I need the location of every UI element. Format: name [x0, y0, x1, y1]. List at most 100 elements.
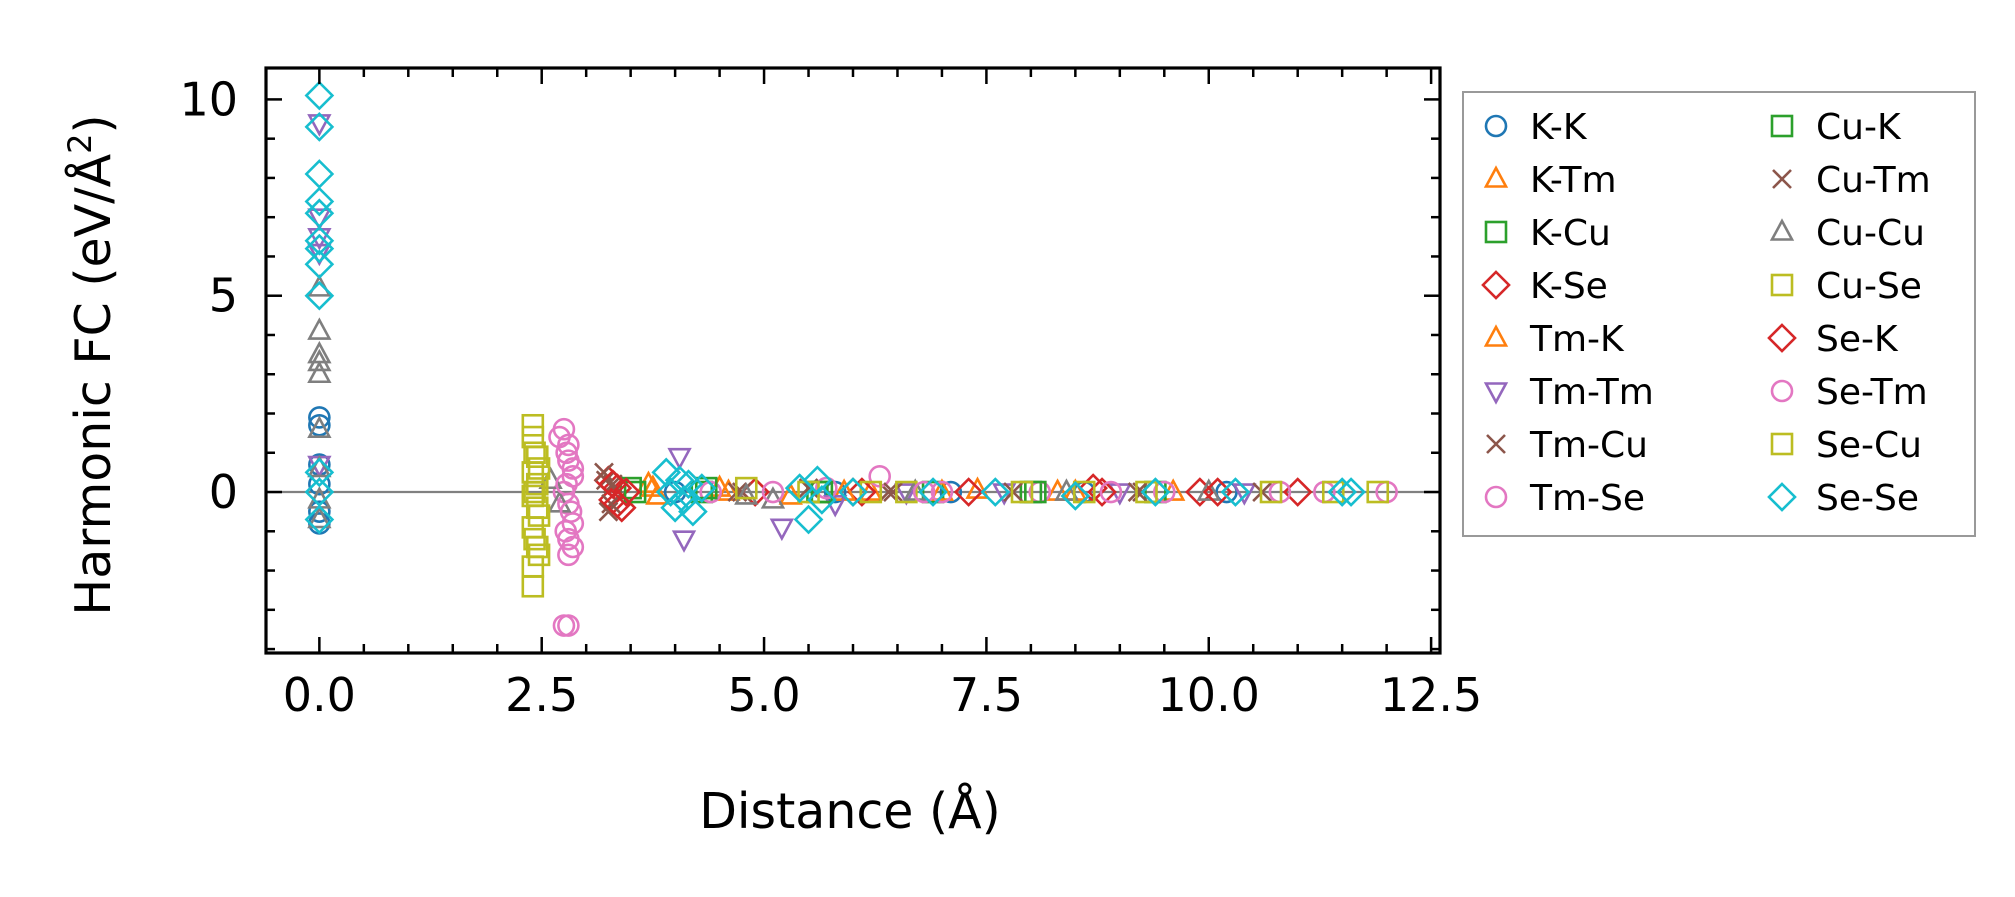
data-point	[1152, 480, 1176, 504]
x-tick-label: 7.5	[950, 668, 1023, 722]
data-point	[686, 473, 717, 503]
data-point	[307, 415, 332, 439]
data-point	[761, 480, 785, 504]
x-tick-label: 0.0	[283, 668, 356, 722]
series-cu-se	[521, 413, 1390, 598]
data-point	[953, 477, 984, 507]
data-point	[651, 457, 682, 488]
data-point	[308, 406, 331, 429]
data-point	[815, 476, 838, 500]
data-point	[1010, 480, 1034, 504]
data-point	[921, 480, 945, 504]
legend-marker	[1483, 324, 1509, 347]
data-point	[1327, 477, 1358, 507]
series-k-k	[308, 406, 1238, 535]
data-point	[918, 477, 948, 507]
plot-content	[266, 80, 1440, 637]
x-tick-label: 5.0	[727, 668, 800, 722]
data-point	[304, 159, 335, 189]
legend-label: Se-K	[1816, 319, 1899, 360]
legend-label: K-Tm	[1530, 160, 1617, 201]
axes-layer: 0.0 2.5 5.0 7.5 10.0 12.5 0 5 10	[179, 66, 1482, 722]
data-point	[1232, 483, 1257, 506]
x-axis-label: Distance (Å)	[699, 781, 1001, 840]
legend-marker	[1770, 114, 1794, 138]
y-tick-label: 0	[209, 465, 238, 519]
legend-entry: Se-Cu	[1770, 425, 1922, 466]
data-point	[793, 504, 824, 535]
legend-marker	[1481, 270, 1511, 300]
legend-label: Cu-Cu	[1816, 213, 1925, 254]
data-point	[640, 474, 666, 497]
legend-label: K-Cu	[1530, 213, 1611, 254]
data-point	[847, 477, 877, 507]
data-point	[304, 280, 335, 311]
legend-items: K-K K-Tm K-Cu K-Se Tm-K Tm-Tm Tm-Cu Tm-Se Cu-K Cu…	[1481, 107, 1931, 519]
y-tick-label: 10	[179, 72, 238, 126]
legend-marker	[1484, 485, 1508, 509]
data-point	[838, 477, 868, 507]
data-point	[895, 480, 918, 504]
legend-entry: K-K	[1484, 107, 1588, 148]
legend-entry: Tm-Cu	[1486, 425, 1648, 466]
data-point	[527, 457, 551, 480]
data-point	[980, 477, 1011, 507]
data-point	[778, 482, 803, 505]
data-point	[699, 480, 722, 504]
legend-label: Cu-Tm	[1816, 160, 1931, 201]
legend-marker	[1767, 482, 1797, 512]
data-point	[527, 543, 551, 567]
data-point	[1024, 480, 1047, 504]
data-point	[525, 472, 549, 496]
data-point	[939, 480, 963, 504]
y-axis-label-close: )	[65, 114, 122, 133]
data-point	[523, 527, 546, 551]
legend-label: Tm-Tm	[1529, 372, 1654, 413]
data-point	[1321, 480, 1345, 504]
data-point	[307, 505, 332, 529]
data-point	[555, 441, 578, 465]
y-tick-label: 5	[209, 269, 238, 323]
data-point	[669, 485, 699, 515]
data-point	[307, 274, 332, 297]
series-tm-tm	[307, 114, 1257, 553]
legend-label: Cu-K	[1816, 107, 1902, 148]
data-point	[769, 518, 795, 542]
legend-marker	[1483, 382, 1509, 405]
data-point	[598, 469, 628, 500]
data-point	[1072, 480, 1096, 504]
legend-label: Tm-Cu	[1529, 425, 1648, 466]
data-point	[623, 480, 647, 504]
data-point	[807, 485, 837, 515]
data-point	[307, 243, 332, 267]
x-tick-label: 2.5	[505, 668, 578, 722]
data-point	[1140, 477, 1171, 507]
data-point	[1196, 478, 1221, 501]
data-point	[307, 317, 332, 340]
data-point	[552, 614, 576, 637]
data-point	[307, 360, 332, 384]
y-axis-label-superscript: 2	[61, 133, 99, 153]
legend-label: Tm-Se	[1529, 478, 1645, 519]
data-point	[802, 465, 833, 496]
legend-marker	[1483, 165, 1509, 188]
data-point	[883, 482, 903, 502]
data-point	[1060, 481, 1091, 511]
legend-entry: K-Tm	[1483, 160, 1617, 201]
data-point	[1099, 480, 1123, 504]
x-tick-label: 12.5	[1380, 668, 1482, 722]
data-point	[1336, 477, 1366, 507]
data-point	[734, 476, 758, 500]
data-point	[304, 504, 335, 535]
legend: K-K K-Tm K-Cu K-Se Tm-K Tm-Tm Tm-Cu Tm-Se Cu-K Cu…	[1462, 91, 1976, 537]
data-point	[307, 208, 332, 231]
legend-label: K-K	[1530, 107, 1588, 148]
series-tm-se	[552, 417, 1398, 637]
legend-label: Se-Se	[1816, 478, 1919, 519]
legend-label: K-Se	[1530, 266, 1608, 307]
data-point	[660, 492, 690, 523]
data-point	[304, 225, 335, 256]
data-point	[595, 470, 616, 491]
legend-entry: Se-Se	[1767, 478, 1919, 519]
